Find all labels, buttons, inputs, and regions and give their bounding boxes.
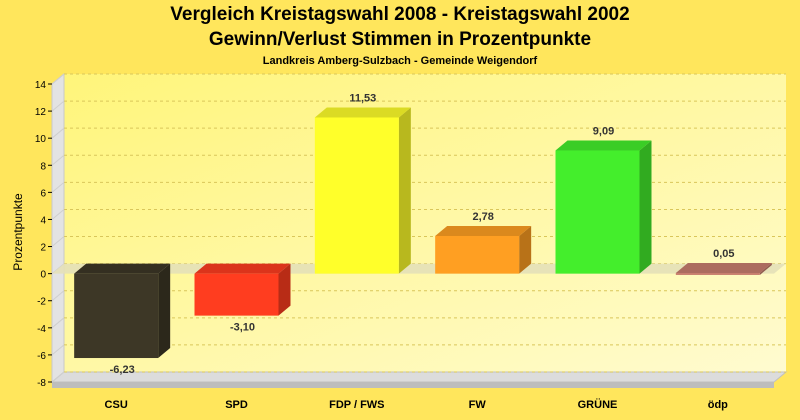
category-label: SPD — [225, 399, 248, 411]
bar-top — [194, 263, 291, 274]
y-tick-label: -8 — [37, 378, 46, 389]
y-tick-label: 4 — [40, 215, 46, 226]
category-label: GRÜNE — [578, 398, 618, 411]
y-tick-label: 8 — [40, 161, 46, 172]
gridline-wall — [51, 209, 65, 220]
plot-background — [64, 74, 786, 372]
gridline-wall — [51, 181, 65, 193]
bar-fdp-fws: 11,53 — [314, 92, 411, 274]
gridline-wall — [51, 344, 65, 356]
bar-top — [74, 263, 171, 274]
bar-front — [675, 272, 760, 275]
bar-front — [314, 117, 399, 274]
floor-edge — [52, 382, 774, 388]
y-tick-label: 12 — [35, 107, 47, 118]
bar-side — [759, 262, 772, 275]
bar-csu: -6,23 — [74, 263, 171, 376]
bars: -6,23 -3,10 11,53 2,78 9,09 0,05 — [74, 92, 772, 376]
gridline-wall — [51, 100, 65, 112]
bar-value-label: 2,78 — [472, 211, 493, 223]
bar-top — [435, 225, 532, 236]
bar-top — [675, 262, 772, 273]
bar-grüne: 9,09 — [555, 126, 652, 274]
bar-side — [519, 225, 532, 274]
y-axis-label: Prozentpunkte — [11, 193, 25, 271]
bar-side — [398, 107, 411, 274]
gridline-wall — [51, 127, 65, 139]
floor — [50, 371, 788, 383]
bar-value-label: 11,53 — [349, 92, 376, 104]
y-tick-label: 2 — [40, 243, 46, 254]
bar-value-label: 0,05 — [713, 248, 734, 260]
bar-spd: -3,10 — [194, 263, 291, 334]
bar-value-label: 9,09 — [593, 126, 614, 138]
y-tick-label: 10 — [35, 134, 47, 145]
bar-top — [555, 140, 652, 151]
y-tick-label: 0 — [40, 270, 46, 281]
y-tick-label: -4 — [37, 324, 46, 335]
bar-side — [158, 263, 171, 359]
bar-fw: 2,78 — [435, 211, 532, 274]
bar-side — [278, 263, 291, 316]
bar-side — [639, 140, 652, 274]
y-tick-label: 14 — [35, 80, 47, 91]
category-label: CSU — [105, 399, 128, 411]
gridline-wall — [51, 371, 65, 383]
bar-front — [74, 273, 159, 359]
y-tick-label: -6 — [37, 351, 46, 362]
gridline-wall — [51, 236, 65, 247]
bar-front — [194, 273, 279, 316]
chart-caption: Landkreis Amberg-Sulzbach - Gemeinde Wei… — [262, 55, 538, 67]
y-tick-label: -2 — [37, 297, 46, 308]
bar-top — [314, 107, 411, 118]
bar-value-label: -6,23 — [110, 364, 135, 376]
gridline-wall — [51, 290, 65, 302]
gridline-wall — [51, 317, 65, 329]
chart-subtitle: Gewinn/Verlust Stimmen in Prozentpunkte — [208, 29, 592, 50]
bar-front — [435, 235, 520, 274]
bar-front — [555, 150, 640, 274]
category-label: ödp — [708, 399, 728, 411]
chart-title: Vergleich Kreistagswahl 2008 - Kreistags… — [170, 4, 630, 25]
left-wall — [51, 72, 65, 384]
category-label: FDP / FWS — [329, 399, 384, 411]
x-axis-labels: CSU SPD FDP / FWS FW GRÜNE ödp — [105, 398, 729, 411]
category-label: FW — [469, 399, 487, 411]
bar--dp: 0,05 — [675, 248, 772, 275]
gridline-wall — [51, 73, 65, 85]
gridline-wall — [51, 154, 65, 166]
bar-value-label: -3,10 — [230, 322, 255, 334]
y-axis-ticks: -8 -6 -4 -2 0 2 4 6 8 10 12 14 — [35, 80, 52, 389]
y-tick-label: 6 — [40, 188, 46, 199]
